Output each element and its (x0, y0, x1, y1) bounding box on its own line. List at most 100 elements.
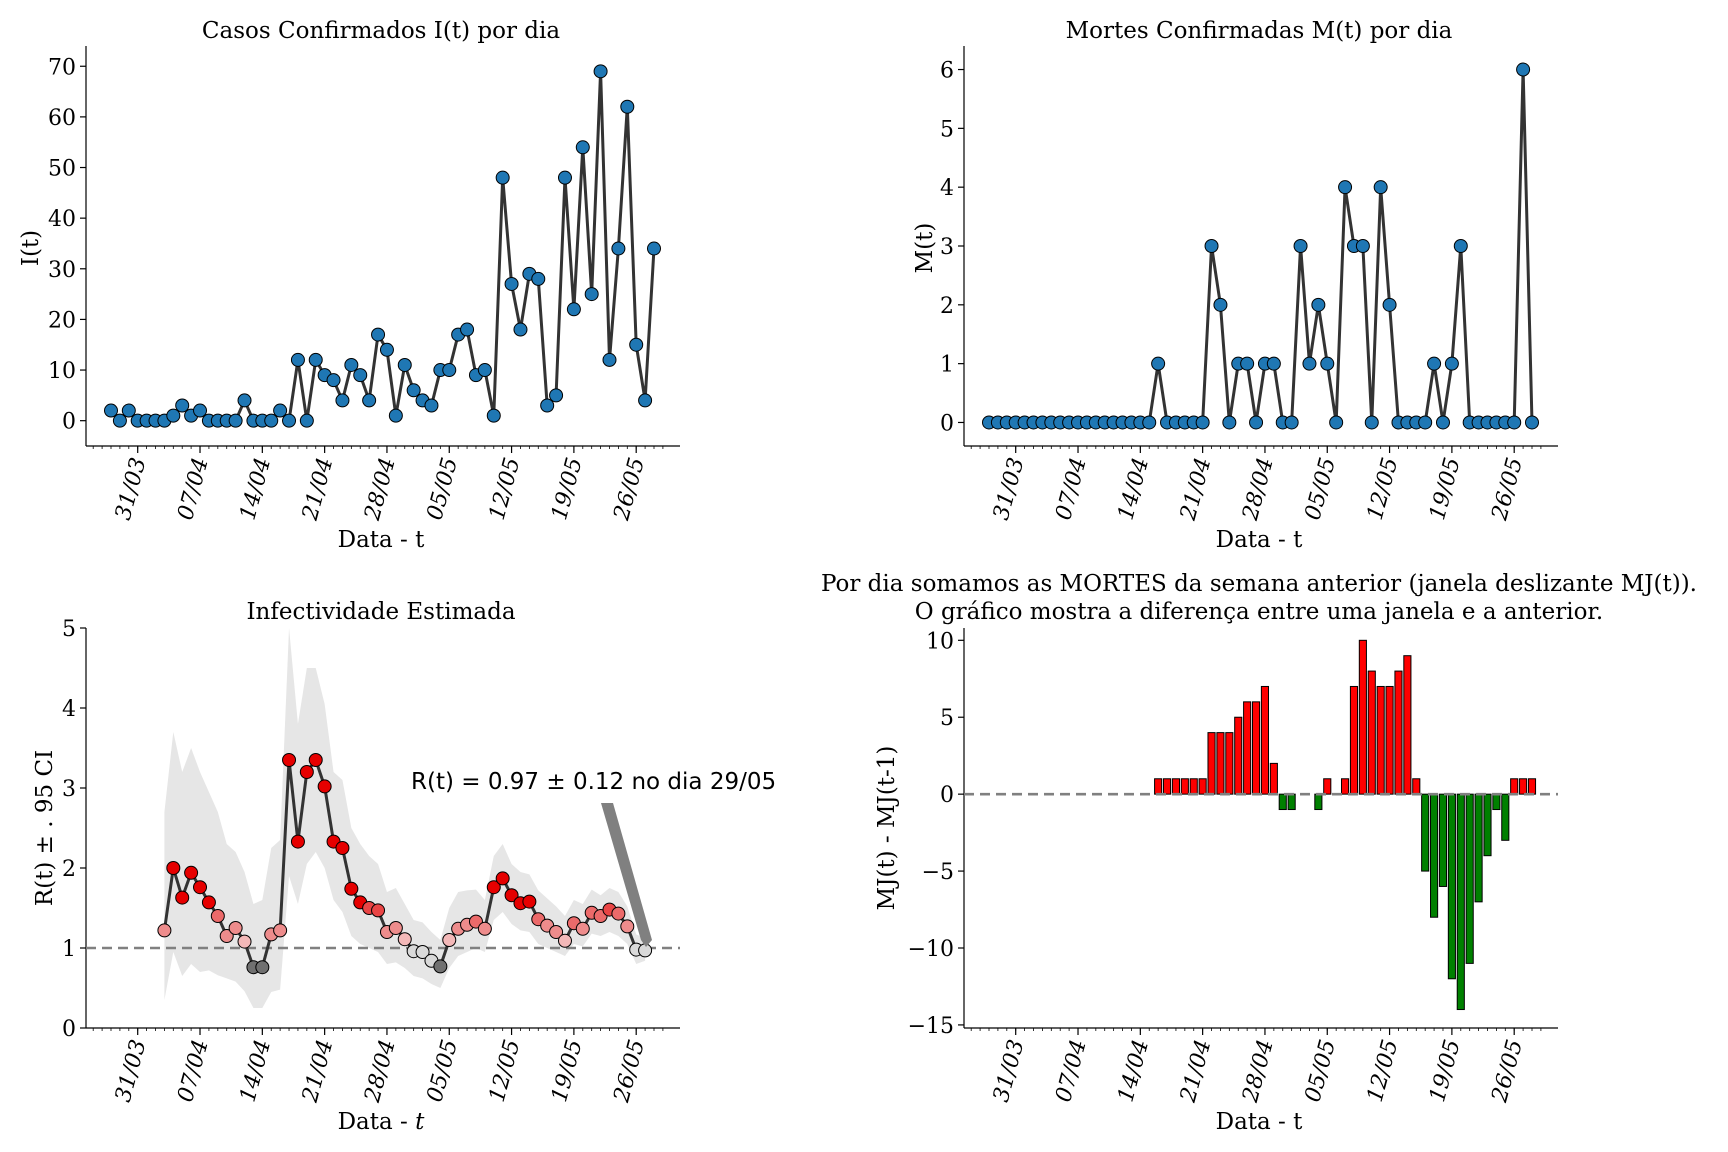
rt-xtick-label: 31/03 (111, 1037, 152, 1105)
deaths-ytick-label: 3 (940, 235, 954, 260)
deaths-xtick-label: 31/03 (989, 455, 1030, 523)
diff-bar (1358, 639, 1367, 795)
rt-xtick-label: 26/05 (609, 1037, 650, 1106)
deaths-point (1204, 239, 1219, 253)
rt-point (344, 881, 359, 896)
deaths-xtick-label: 05/05 (1300, 455, 1341, 523)
cases-point (166, 408, 181, 423)
rt-xtick-label: 05/05 (422, 1037, 463, 1105)
rt-xtick-label: 19/05 (547, 1037, 588, 1105)
rt-point (495, 871, 510, 886)
cases-point (566, 302, 581, 317)
cases-point (193, 403, 208, 418)
cases-xtick-label: 21/04 (298, 455, 339, 524)
diff-bar (1341, 778, 1350, 795)
cases-axes: 0 10 20 30 40 50 60 70 31/03 07/04 14/04 21/04 28/04… (48, 46, 680, 524)
deaths-xtick-label: 26/05 (1487, 455, 1528, 524)
cases-series (104, 64, 661, 428)
rt-xlabel-text: Data - (338, 1109, 416, 1135)
rt-point (397, 932, 412, 947)
deaths-point (1249, 415, 1264, 430)
rt-series (86, 628, 680, 1008)
cases-point (602, 352, 617, 367)
deaths-axes: 0 1 2 3 4 5 6 31/03 07/04 14/04 21/04 28/04 05/05 12/… (940, 46, 1558, 524)
deaths-point (1338, 180, 1353, 195)
deaths-ytick-label: 0 (940, 411, 954, 436)
cases-point (379, 342, 394, 357)
cases-point (397, 357, 412, 372)
rt-point (557, 933, 572, 948)
rt-point (486, 880, 501, 895)
cases-ytick-label: 50 (48, 157, 76, 182)
cases-point (388, 408, 403, 423)
rt-point (273, 923, 288, 938)
cases-ytick-label: 20 (48, 308, 76, 333)
diff-series (964, 639, 1558, 1011)
deaths-ylabel: M(t) (912, 223, 938, 274)
cases-point (424, 398, 439, 413)
diff-bar (1287, 793, 1296, 811)
cases-point (593, 64, 608, 79)
diff-bar (1260, 685, 1270, 795)
rt-point (371, 903, 386, 918)
cases-xtick-label: 14/04 (236, 455, 277, 523)
diff-bar (1216, 732, 1225, 795)
diff-bar (1225, 732, 1234, 795)
diff-panel: Por dia somamos as MORTES da semana ante… (821, 571, 1697, 1135)
rt-point (237, 934, 252, 949)
rt-ci-band (164, 628, 646, 1008)
rt-ytick-label: 0 (62, 1017, 76, 1042)
cases-point (264, 413, 279, 428)
deaths-point (1213, 297, 1228, 312)
diff-bar (1519, 778, 1528, 795)
cases-point (308, 352, 323, 367)
diff-ytick-label: 10 (926, 629, 954, 654)
diff-bar (1510, 778, 1519, 795)
rt-point (255, 960, 270, 975)
deaths-point (1525, 415, 1539, 430)
rt-point (442, 933, 457, 947)
diff-bar (1527, 778, 1537, 795)
cases-line (109, 69, 656, 423)
diff-bar (1207, 732, 1216, 795)
cases-point (112, 413, 127, 428)
deaths-point (1382, 297, 1397, 312)
diff-bar (1465, 793, 1474, 964)
diff-ytick-label: −15 (908, 1014, 954, 1039)
cases-point (540, 398, 555, 413)
deaths-point (1284, 415, 1299, 430)
cases-point (486, 408, 501, 423)
deaths-point (1355, 239, 1370, 253)
diff-ytick-label: −5 (922, 860, 954, 885)
deaths-point (1311, 297, 1326, 312)
diff-xtick-label: 31/03 (989, 1037, 1030, 1105)
cases-ytick-label: 70 (48, 55, 76, 80)
cases-ytick-label: 10 (48, 359, 76, 384)
diff-xtick-label: 07/04 (1051, 1037, 1092, 1105)
rt-point (282, 753, 297, 767)
deaths-xtick-label: 21/04 (1176, 455, 1217, 524)
rt-xtick-label: 28/04 (360, 1037, 401, 1106)
rt-ytick-label: 2 (62, 857, 76, 882)
deaths-ytick-label: 5 (940, 117, 954, 142)
deaths-point (1373, 180, 1388, 195)
cases-ytick-label: 30 (48, 258, 76, 283)
diff-bar (1251, 701, 1261, 795)
cases-point (371, 327, 386, 342)
cases-xlabel: Data - t (338, 527, 426, 553)
rt-annotation: R(t) = 0.97 ± 0.12 no dia 29/05 (411, 769, 776, 795)
rt-point (415, 945, 430, 959)
cases-point (531, 271, 546, 286)
diff-xtick-label: 14/04 (1114, 1037, 1155, 1105)
diff-xtick-label: 05/05 (1300, 1037, 1341, 1105)
diff-bar (1349, 685, 1359, 795)
deaths-xlabel: Data - t (1216, 527, 1304, 553)
cases-point (344, 357, 359, 372)
rt-ytick-label: 5 (62, 617, 76, 642)
deaths-point (1142, 415, 1157, 430)
rt-xlabel-italic: t (415, 1109, 425, 1135)
deaths-point (1266, 356, 1281, 371)
diff-bar (1171, 778, 1180, 795)
deaths-point (1444, 356, 1459, 371)
